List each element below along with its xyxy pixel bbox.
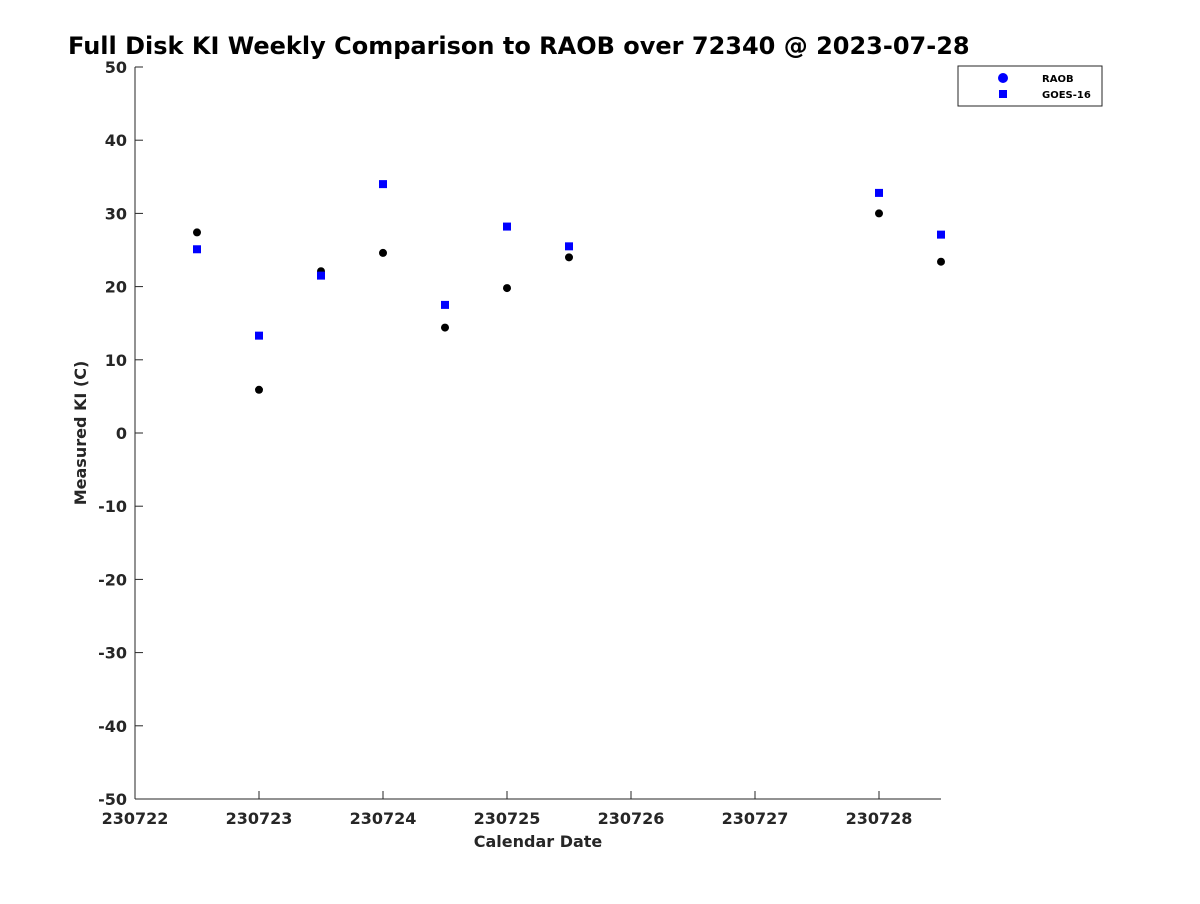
legend-marker-goes16	[999, 90, 1007, 98]
x-tick-label: 230722	[102, 809, 169, 828]
y-tick-label: 10	[105, 351, 127, 370]
plot-axes	[134, 67, 941, 800]
goes16-point	[565, 242, 573, 251]
x-tick-label: 230727	[722, 809, 789, 828]
y-tick-label: 0	[116, 424, 127, 443]
goes16-point	[379, 180, 387, 189]
y-tick-label: 20	[105, 278, 127, 297]
y-axis-label: Measured KI (C)	[71, 361, 90, 506]
x-tick-label: 230724	[350, 809, 417, 828]
raob-point	[255, 385, 263, 394]
legend-marker-raob	[998, 73, 1008, 83]
x-tick-label: 230723	[226, 809, 293, 828]
raob-point	[193, 228, 201, 237]
x-tick-label: 230728	[846, 809, 913, 828]
y-tick-label: 50	[105, 58, 127, 77]
raob-point	[565, 253, 573, 262]
goes16-point	[937, 230, 945, 239]
chart-title: Full Disk KI Weekly Comparison to RAOB o…	[68, 32, 970, 60]
y-tick-label: 40	[105, 131, 127, 150]
goes16-point	[503, 222, 511, 231]
raob-point	[503, 284, 511, 293]
data-points	[193, 180, 945, 394]
goes16-point	[441, 300, 449, 309]
goes16-point	[317, 271, 325, 280]
x-tick-label: 230726	[598, 809, 665, 828]
x-axis-ticks: 230722 230723 230724 230725 230726 230727 2307…	[102, 791, 913, 828]
raob-point	[379, 248, 387, 257]
y-tick-label: -20	[98, 570, 127, 589]
goes16-point	[875, 188, 883, 197]
x-tick-label: 230725	[474, 809, 541, 828]
y-tick-label: -40	[98, 717, 127, 736]
raob-point	[937, 257, 945, 266]
x-axis-label: Calendar Date	[474, 832, 603, 851]
y-tick-label: -10	[98, 497, 127, 516]
raob-point	[875, 209, 883, 218]
goes16-point	[255, 331, 263, 340]
y-tick-label: -50	[98, 790, 127, 809]
legend-label: GOES-16	[1042, 90, 1091, 101]
legend: RAOB GOES-16	[957, 65, 1103, 107]
y-tick-label: -30	[98, 644, 127, 663]
legend-label: RAOB	[1042, 74, 1074, 85]
raob-point	[441, 323, 449, 332]
y-tick-label: 30	[105, 204, 127, 223]
goes16-point	[193, 245, 201, 254]
legend-box	[957, 65, 1103, 107]
y-axis-ticks: 50 40 30 20 10 0 -10 -20 -30 -40 -50	[98, 58, 143, 809]
